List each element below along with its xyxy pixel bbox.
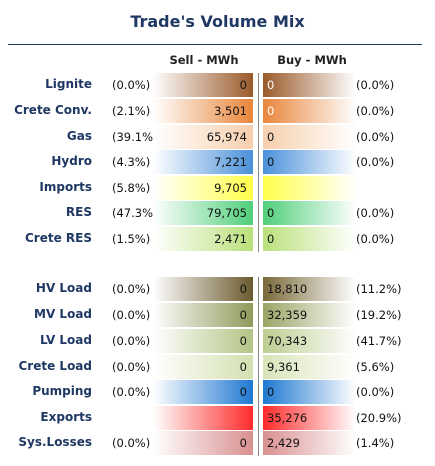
- row-label: Sys.Losses: [18, 435, 92, 449]
- table-row: MV Load (0.0%) 0 32,359 (19.2%): [0, 303, 435, 327]
- sell-percent: (0.0%): [112, 334, 151, 348]
- sell-percent: (0.0%): [112, 385, 151, 399]
- row-label: Imports: [39, 180, 92, 194]
- sell-value-cell: 9,705: [153, 176, 253, 200]
- row-label: Pumping: [32, 384, 92, 398]
- buy-value-cell: 0: [263, 73, 356, 97]
- sell-percent: (39.1%): [112, 130, 158, 144]
- sell-value-cell: 3,501: [153, 99, 253, 123]
- buy-percent: (0.0%): [356, 206, 395, 220]
- sell-value-cell: 0: [153, 380, 253, 404]
- buy-value-cell: 0: [263, 227, 356, 251]
- buy-percent: (0.0%): [356, 130, 395, 144]
- sell-percent: (2.1%): [112, 104, 151, 118]
- table-row: Exports 35,276 (20.9%): [0, 406, 435, 430]
- row-label: HV Load: [35, 281, 92, 295]
- buy-percent: (0.0%): [356, 232, 395, 246]
- sell-percent: (0.0%): [112, 308, 151, 322]
- sell-value-cell: 0: [153, 73, 253, 97]
- table-row: Crete Load (0.0%) 0 9,361 (5.6%): [0, 355, 435, 379]
- sell-value-cell: 0: [153, 431, 253, 455]
- buy-percent: (20.9%): [356, 411, 402, 425]
- row-label: RES: [65, 205, 92, 219]
- sell-value-cell: [153, 406, 253, 430]
- buy-value-cell: 0: [263, 380, 356, 404]
- buy-percent: (0.0%): [356, 385, 395, 399]
- buy-percent: (5.6%): [356, 360, 395, 374]
- sell-percent: (0.0%): [112, 360, 151, 374]
- table-row: RES (47.3%) 79,705 0 (0.0%): [0, 201, 435, 225]
- table-row: Sys.Losses (0.0%) 0 2,429 (1.4%): [0, 431, 435, 455]
- sell-value-cell: 0: [153, 329, 253, 353]
- buy-percent: (0.0%): [356, 104, 395, 118]
- table-row: Crete RES (1.5%) 2,471 0 (0.0%): [0, 227, 435, 251]
- buy-value-cell: 70,343: [263, 329, 356, 353]
- row-label: Crete Load: [18, 359, 93, 373]
- sell-percent: (47.3%): [112, 206, 158, 220]
- buy-value-cell: 9,361: [263, 355, 356, 379]
- table-row: LV Load (0.0%) 0 70,343 (41.7%): [0, 329, 435, 353]
- generation-divider: [258, 73, 259, 252]
- sell-column-header: Sell - MWh: [169, 53, 239, 67]
- table-row: HV Load (0.0%) 0 18,810 (11.2%): [0, 277, 435, 301]
- buy-value-cell: 0: [263, 125, 356, 149]
- buy-value-cell: 0: [263, 99, 356, 123]
- table-row: Lignite (0.0%) 0 0 (0.0%): [0, 73, 435, 97]
- sell-value-cell: 0: [153, 277, 253, 301]
- row-label: MV Load: [34, 307, 92, 321]
- buy-percent: (41.7%): [356, 334, 402, 348]
- row-label: Hydro: [51, 154, 92, 168]
- row-label: Crete RES: [25, 231, 92, 245]
- buy-value-cell: 0: [263, 150, 356, 174]
- buy-percent: (19.2%): [356, 308, 402, 322]
- sell-percent: (0.0%): [112, 436, 151, 450]
- buy-value-cell: 2,429: [263, 431, 356, 455]
- buy-value-cell: 18,810: [263, 277, 356, 301]
- sell-value-cell: 65,974: [153, 125, 253, 149]
- row-label: Exports: [40, 410, 92, 424]
- sell-percent: (0.0%): [112, 78, 151, 92]
- sell-percent: (5.8%): [112, 181, 151, 195]
- table-row: Crete Conv. (2.1%) 3,501 0 (0.0%): [0, 99, 435, 123]
- row-label: Lignite: [45, 77, 92, 91]
- sell-value-cell: 0: [153, 355, 253, 379]
- buy-percent: (0.0%): [356, 78, 395, 92]
- table-row: Pumping (0.0%) 0 0 (0.0%): [0, 380, 435, 404]
- page-title: Trade's Volume Mix: [130, 12, 305, 31]
- title-divider: [8, 44, 422, 45]
- sell-value-cell: 79,705: [153, 201, 253, 225]
- sell-value-cell: 2,471: [153, 227, 253, 251]
- load-divider: [258, 277, 259, 456]
- sell-percent: (0.0%): [112, 282, 151, 296]
- row-label: Gas: [66, 129, 92, 143]
- buy-value-cell: 32,359: [263, 303, 356, 327]
- table-row: Hydro (4.3%) 7,221 0 (0.0%): [0, 150, 435, 174]
- buy-percent: (0.0%): [356, 155, 395, 169]
- table-row: Imports (5.8%) 9,705: [0, 176, 435, 200]
- row-label: LV Load: [39, 333, 92, 347]
- sell-percent: (1.5%): [112, 232, 151, 246]
- sell-value-cell: 7,221: [153, 150, 253, 174]
- buy-percent: (1.4%): [356, 436, 395, 450]
- buy-value-cell: [263, 176, 356, 200]
- sell-value-cell: 0: [153, 303, 253, 327]
- buy-value-cell: 0: [263, 201, 356, 225]
- sell-percent: (4.3%): [112, 155, 151, 169]
- row-label: Crete Conv.: [14, 103, 92, 117]
- buy-percent: (11.2%): [356, 282, 402, 296]
- buy-value-cell: 35,276: [263, 406, 356, 430]
- buy-column-header: Buy - MWh: [277, 53, 347, 67]
- table-row: Gas (39.1%) 65,974 0 (0.0%): [0, 125, 435, 149]
